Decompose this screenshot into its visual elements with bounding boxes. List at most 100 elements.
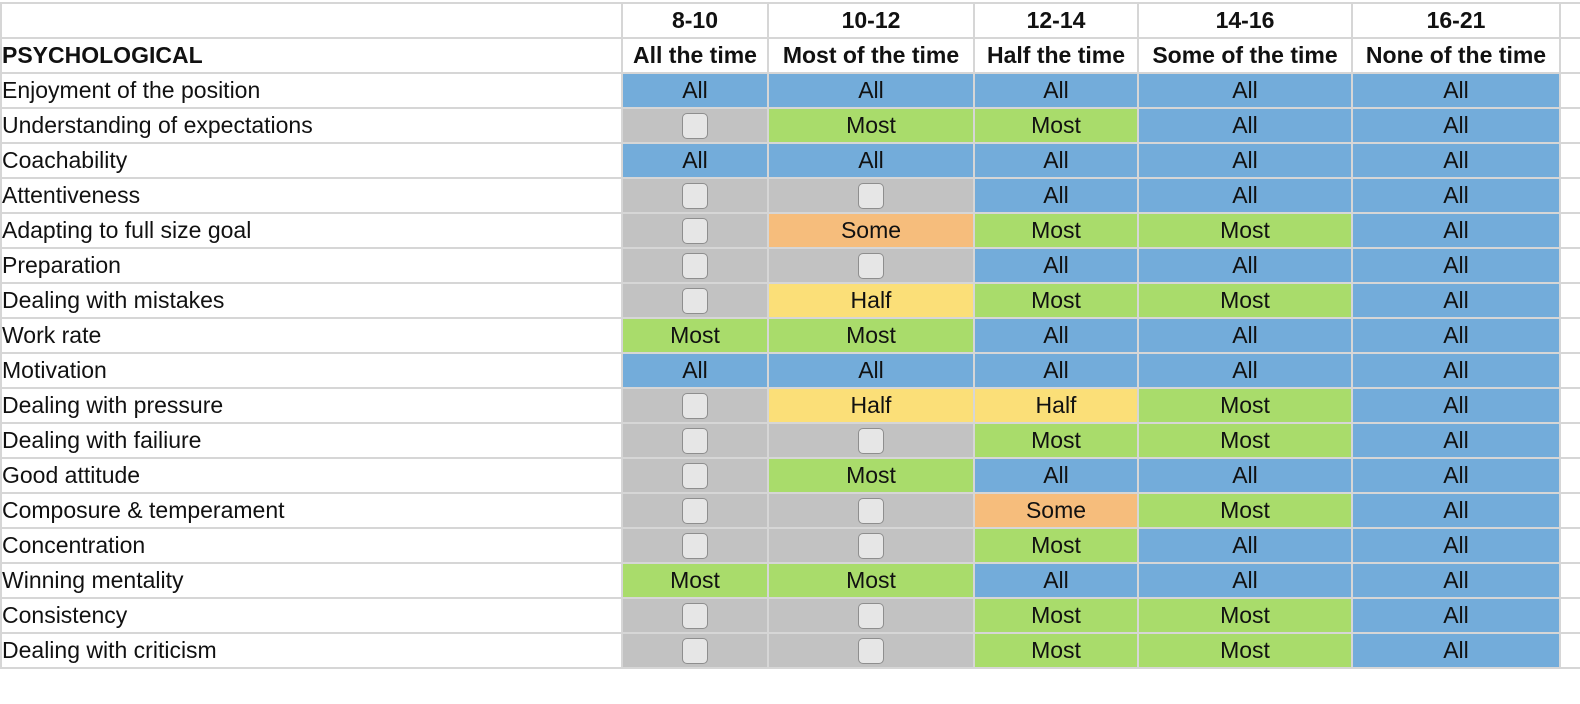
rating-cell[interactable]: Most: [1137, 387, 1353, 424]
frequency-header-some[interactable]: Some of the time: [1137, 37, 1353, 74]
rating-cell[interactable]: All: [1351, 387, 1561, 424]
checkbox[interactable]: [682, 183, 708, 210]
rating-cell[interactable]: All: [1351, 212, 1561, 249]
rating-cell[interactable]: All: [1351, 632, 1561, 669]
rating-cell[interactable]: All: [1351, 317, 1561, 354]
age-header-10-12[interactable]: 10-12: [767, 2, 975, 39]
rating-cell[interactable]: All: [973, 457, 1139, 494]
checkbox-cell[interactable]: [621, 527, 769, 564]
checkbox[interactable]: [858, 498, 884, 525]
rating-cell[interactable]: Most: [767, 317, 975, 354]
checkbox-cell[interactable]: [767, 632, 975, 669]
checkbox[interactable]: [682, 603, 708, 630]
rating-cell[interactable]: All: [1351, 457, 1561, 494]
rating-cell[interactable]: Most: [973, 107, 1139, 144]
checkbox-cell[interactable]: [621, 177, 769, 214]
age-header-8-10[interactable]: 8-10: [621, 2, 769, 39]
checkbox-cell[interactable]: [767, 177, 975, 214]
checkbox-cell[interactable]: [621, 387, 769, 424]
rating-cell[interactable]: Most: [1137, 597, 1353, 634]
row-label[interactable]: Motivation: [0, 352, 623, 389]
rating-cell[interactable]: All: [973, 142, 1139, 179]
rating-cell[interactable]: Half: [767, 387, 975, 424]
rating-cell[interactable]: Most: [973, 282, 1139, 319]
rating-cell[interactable]: All: [1137, 177, 1353, 214]
rating-cell[interactable]: All: [973, 352, 1139, 389]
age-header-12-14[interactable]: 12-14: [973, 2, 1139, 39]
rating-cell[interactable]: All: [621, 72, 769, 109]
age-header-16-21[interactable]: 16-21: [1351, 2, 1561, 39]
rating-cell[interactable]: All: [767, 142, 975, 179]
rating-cell[interactable]: All: [1351, 422, 1561, 459]
row-label[interactable]: Coachability: [0, 142, 623, 179]
rating-cell[interactable]: All: [973, 562, 1139, 599]
rating-cell[interactable]: All: [1137, 72, 1353, 109]
row-label[interactable]: Good attitude: [0, 457, 623, 494]
checkbox-cell[interactable]: [767, 422, 975, 459]
frequency-header-none[interactable]: None of the time: [1351, 37, 1561, 74]
checkbox[interactable]: [858, 638, 884, 665]
rating-cell[interactable]: Most: [767, 107, 975, 144]
rating-cell[interactable]: All: [1137, 317, 1353, 354]
row-label[interactable]: Dealing with mistakes: [0, 282, 623, 319]
rating-cell[interactable]: All: [767, 352, 975, 389]
rating-cell[interactable]: All: [1137, 527, 1353, 564]
frequency-header-most[interactable]: Most of the time: [767, 37, 975, 74]
checkbox[interactable]: [858, 428, 884, 455]
rating-cell[interactable]: All: [1137, 352, 1353, 389]
rating-cell[interactable]: All: [1351, 282, 1561, 319]
rating-cell[interactable]: Most: [1137, 212, 1353, 249]
rating-cell[interactable]: All: [1137, 142, 1353, 179]
section-title[interactable]: PSYCHOLOGICAL: [0, 37, 623, 74]
rating-cell[interactable]: Most: [973, 632, 1139, 669]
row-label[interactable]: Concentration: [0, 527, 623, 564]
rating-cell[interactable]: Most: [621, 562, 769, 599]
rating-cell[interactable]: Most: [767, 562, 975, 599]
row-label[interactable]: Consistency: [0, 597, 623, 634]
row-label[interactable]: Dealing with failiure: [0, 422, 623, 459]
rating-cell[interactable]: Most: [1137, 632, 1353, 669]
rating-cell[interactable]: All: [1351, 177, 1561, 214]
rating-cell[interactable]: All: [973, 177, 1139, 214]
rating-cell[interactable]: All: [1351, 142, 1561, 179]
rating-cell[interactable]: All: [1351, 247, 1561, 284]
checkbox-cell[interactable]: [767, 492, 975, 529]
checkbox[interactable]: [858, 183, 884, 210]
rating-cell[interactable]: All: [1351, 107, 1561, 144]
checkbox[interactable]: [858, 603, 884, 630]
checkbox[interactable]: [682, 533, 708, 560]
checkbox-cell[interactable]: [621, 247, 769, 284]
rating-cell[interactable]: Half: [767, 282, 975, 319]
checkbox[interactable]: [682, 253, 708, 280]
rating-cell[interactable]: All: [1351, 562, 1561, 599]
rating-cell[interactable]: All: [1351, 352, 1561, 389]
row-label[interactable]: Adapting to full size goal: [0, 212, 623, 249]
row-label[interactable]: Understanding of expectations: [0, 107, 623, 144]
checkbox-cell[interactable]: [621, 422, 769, 459]
checkbox[interactable]: [858, 533, 884, 560]
row-label[interactable]: Winning mentality: [0, 562, 623, 599]
rating-cell[interactable]: All: [973, 317, 1139, 354]
checkbox-cell[interactable]: [621, 107, 769, 144]
rating-cell[interactable]: All: [1137, 562, 1353, 599]
row-label[interactable]: Composure & temperament: [0, 492, 623, 529]
rating-cell[interactable]: All: [621, 142, 769, 179]
checkbox-cell[interactable]: [621, 632, 769, 669]
checkbox[interactable]: [858, 253, 884, 280]
rating-cell[interactable]: All: [1137, 457, 1353, 494]
rating-cell[interactable]: Most: [973, 422, 1139, 459]
rating-cell[interactable]: All: [1351, 492, 1561, 529]
checkbox-cell[interactable]: [621, 282, 769, 319]
checkbox[interactable]: [682, 428, 708, 455]
rating-cell[interactable]: Some: [973, 492, 1139, 529]
row-label[interactable]: Enjoyment of the position: [0, 72, 623, 109]
row-label[interactable]: Dealing with criticism: [0, 632, 623, 669]
checkbox-cell[interactable]: [621, 212, 769, 249]
rating-cell[interactable]: All: [973, 72, 1139, 109]
rating-cell[interactable]: Half: [973, 387, 1139, 424]
row-label[interactable]: Work rate: [0, 317, 623, 354]
row-label[interactable]: Preparation: [0, 247, 623, 284]
checkbox[interactable]: [682, 288, 708, 315]
frequency-header-half[interactable]: Half the time: [973, 37, 1139, 74]
checkbox[interactable]: [682, 498, 708, 525]
